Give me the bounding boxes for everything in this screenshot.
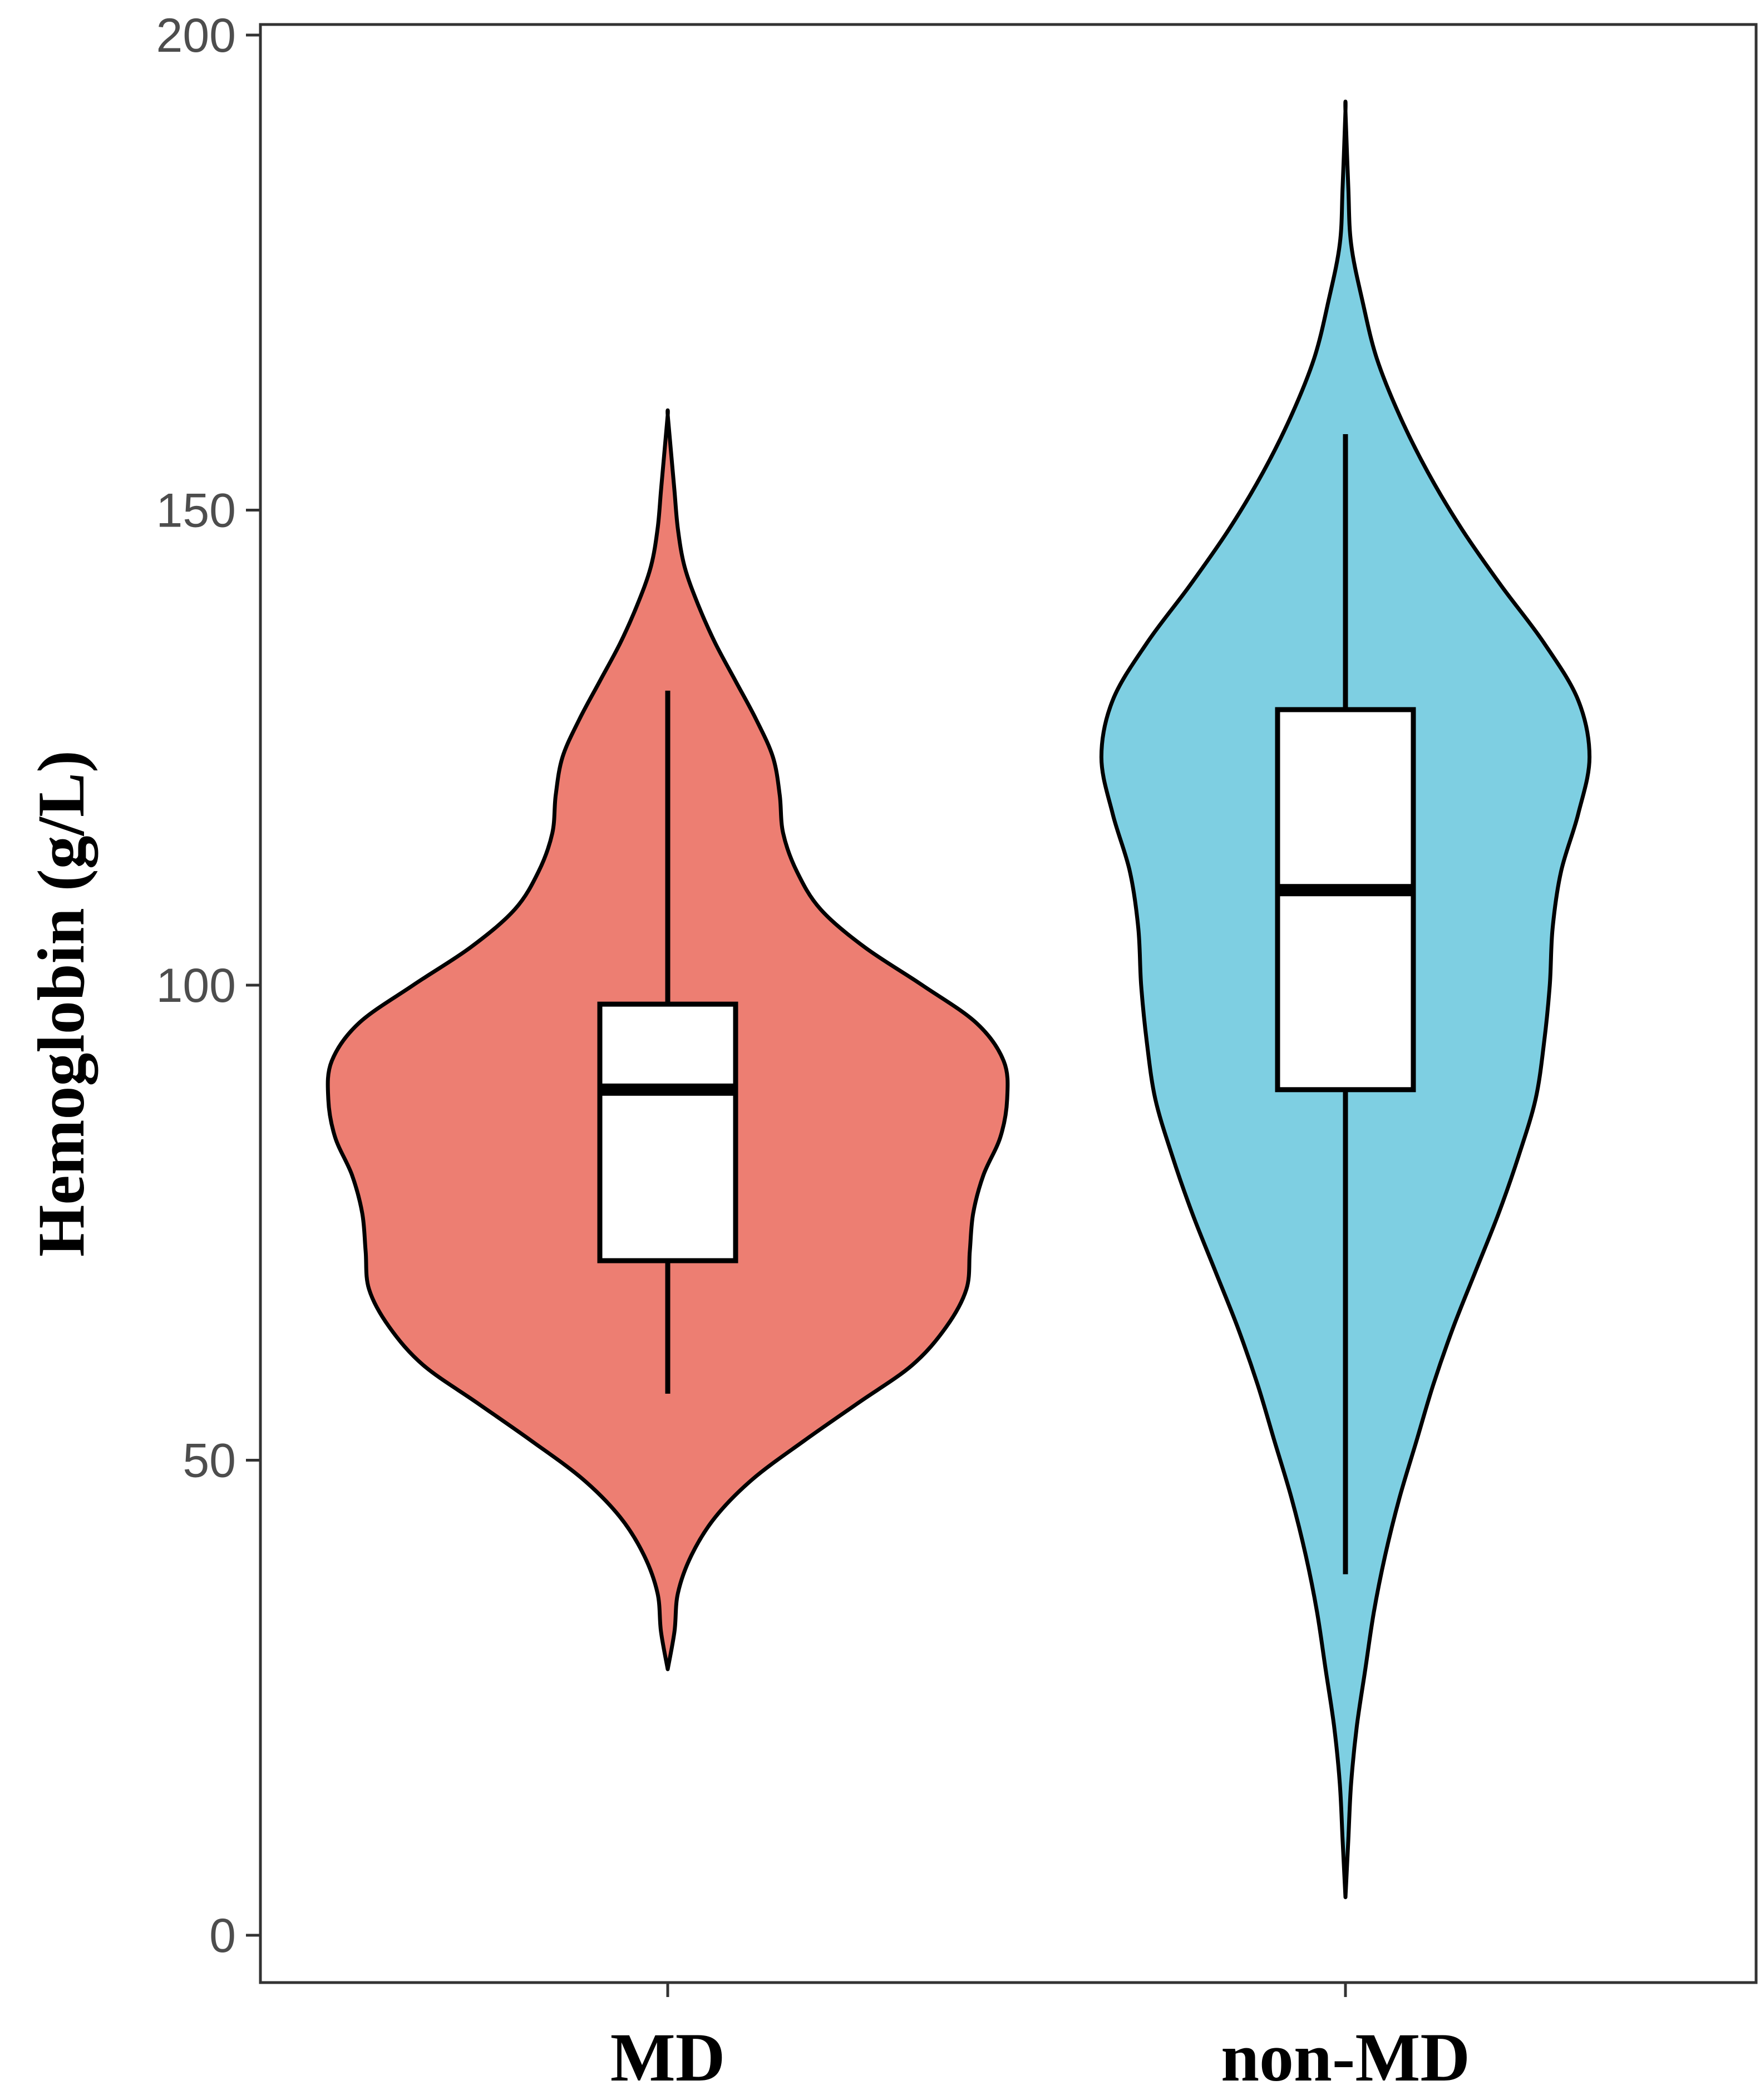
y-tick-label-100: 100	[156, 959, 236, 1012]
box-non-md	[1275, 707, 1416, 1093]
y-tick-label-200: 200	[156, 9, 236, 62]
boxplot-layer	[597, 434, 1416, 1575]
y-axis-title: Hemoglobin (g/L)	[24, 750, 98, 1257]
y-tick-label-0: 0	[209, 1909, 236, 1963]
box-md	[597, 1001, 738, 1263]
x-tick-label-non-md: non-MD	[1221, 2019, 1470, 2096]
x-tick-label-md: MD	[610, 2019, 726, 2096]
y-tick-label-150: 150	[156, 484, 236, 538]
plot-panel-border	[259, 23, 1758, 1984]
x-axis: MD non-MD	[610, 1983, 1470, 2096]
y-tick-label-50: 50	[183, 1434, 236, 1488]
y-axis: 0 50 100 150 200	[156, 9, 260, 1963]
